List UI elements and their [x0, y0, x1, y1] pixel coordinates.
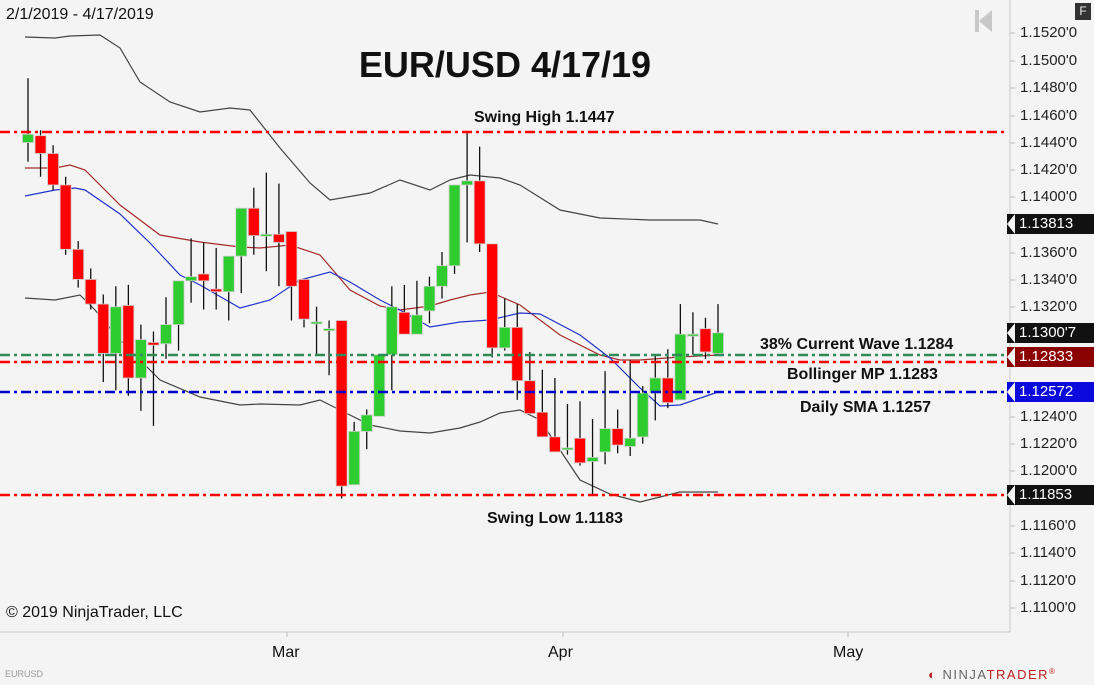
candle-down: [122, 305, 135, 379]
candle-up: [160, 324, 172, 345]
y-tick-label: 1.1320'0: [1020, 298, 1078, 315]
candle-down: [72, 248, 85, 280]
candle-up: [323, 328, 335, 332]
y-tick-label: 1.1440'0: [1020, 134, 1078, 151]
candle-up: [235, 207, 248, 257]
ninjatrader-logo: ◐ NINJATRADER®: [928, 667, 1057, 682]
moving-average-line: [24, 187, 719, 407]
y-tick-label: 1.1360'0: [1020, 244, 1078, 261]
candle-down: [549, 436, 561, 453]
candle-down: [611, 428, 624, 446]
bollinger-middle-band: [25, 164, 719, 361]
y-tick-label: 1.1120'0: [1020, 572, 1076, 589]
candle-up: [172, 280, 185, 325]
candle-up: [135, 339, 147, 379]
price-tag: 1.11853: [1007, 485, 1094, 505]
candle-down: [247, 207, 260, 237]
y-tick-label: 1.1160'0: [1020, 517, 1076, 534]
candle-down: [398, 311, 411, 335]
candle-up: [674, 333, 687, 401]
candle-up: [373, 354, 386, 417]
y-tick-label: 1.1460'0: [1020, 107, 1078, 124]
candle-up: [222, 255, 235, 293]
candle-up: [411, 314, 423, 335]
candle-up: [599, 428, 611, 453]
y-tick-label: 1.1220'0: [1020, 435, 1078, 452]
candle-up: [561, 447, 574, 451]
chart-title: EUR/USD 4/17/19: [358, 44, 652, 85]
candle-down: [536, 411, 549, 438]
candle-down: [699, 328, 712, 353]
ninjatrader-mark-icon: ◐: [928, 667, 938, 682]
current-wave-label: 38% Current Wave 1.1284: [760, 336, 954, 353]
candle-down: [473, 180, 486, 245]
y-tick-label: 1.1100'0: [1020, 599, 1076, 616]
y-tick-label: 1.1520'0: [1020, 24, 1078, 41]
candle-down: [273, 233, 285, 243]
candle-down: [147, 341, 160, 346]
candle-down: [210, 288, 223, 293]
y-tick-label: 1.1200'0: [1020, 462, 1078, 479]
y-tick-label: 1.1140'0: [1020, 544, 1076, 561]
candle-up: [109, 306, 122, 354]
candle-up: [436, 265, 448, 287]
candle-down: [523, 380, 536, 414]
y-tick-label: 1.1480'0: [1020, 79, 1078, 96]
candle-up: [448, 184, 461, 267]
candle-down: [84, 279, 97, 305]
y-tick-label: 1.1420'0: [1020, 161, 1078, 178]
candle-up: [260, 233, 273, 237]
y-tick-label: 1.1240'0: [1020, 408, 1078, 425]
candle-up: [461, 180, 473, 186]
price-tag: 1.1300'7: [1007, 323, 1094, 343]
candle-up: [22, 133, 34, 143]
y-tick-label: 1.1400'0: [1020, 188, 1078, 205]
date-range-label: 2/1/2019 - 4/17/2019: [6, 6, 154, 23]
y-tick-label: 1.1500'0: [1020, 52, 1078, 69]
bollinger-mp-label: Bollinger MP 1.1283: [787, 366, 938, 383]
candle-up: [586, 456, 599, 462]
candle-down: [97, 303, 110, 354]
instrument-symbol: EURUSD: [5, 669, 44, 679]
candle-down: [59, 184, 72, 250]
price-tag: 1.12572: [1007, 382, 1094, 402]
skip-to-start-icon[interactable]: [975, 10, 993, 32]
daily-sma-label: Daily SMA 1.1257: [800, 399, 932, 416]
candle-down: [285, 231, 298, 287]
candle-up: [498, 326, 511, 349]
candle-up: [348, 430, 361, 486]
candle-up: [423, 285, 436, 312]
candle-up: [360, 414, 373, 432]
copyright-notice: © 2019 NinjaTrader, LLC: [6, 604, 183, 621]
candle-up: [310, 321, 323, 325]
candle-up: [185, 276, 197, 282]
candle-down: [661, 377, 674, 404]
candle-up: [649, 377, 662, 394]
x-tick-apr: Apr: [548, 644, 573, 661]
bollinger-upper-band: [24, 34, 719, 225]
candle-down: [298, 279, 310, 320]
candle-up: [385, 306, 398, 356]
price-tag: 1.12833: [1007, 347, 1094, 367]
candle-up: [624, 437, 637, 447]
candle-down: [335, 320, 348, 487]
candle-up: [712, 332, 724, 354]
candle-down: [197, 273, 210, 282]
candle-up: [636, 392, 649, 438]
candle-down: [47, 153, 59, 186]
swing-low-label: Swing Low 1.1183: [487, 510, 624, 527]
x-tick-may: May: [833, 644, 864, 661]
price-tag: 1.13813: [1007, 214, 1094, 234]
candle-down: [574, 437, 586, 464]
y-tick-label: 1.1340'0: [1020, 271, 1078, 288]
candle-up: [687, 333, 699, 337]
candle-down: [486, 243, 499, 349]
f-button[interactable]: F: [1075, 3, 1091, 20]
candle-down: [34, 135, 47, 154]
swing-high-label: Swing High 1.1447: [474, 109, 615, 126]
x-tick-mar: Mar: [272, 644, 300, 661]
